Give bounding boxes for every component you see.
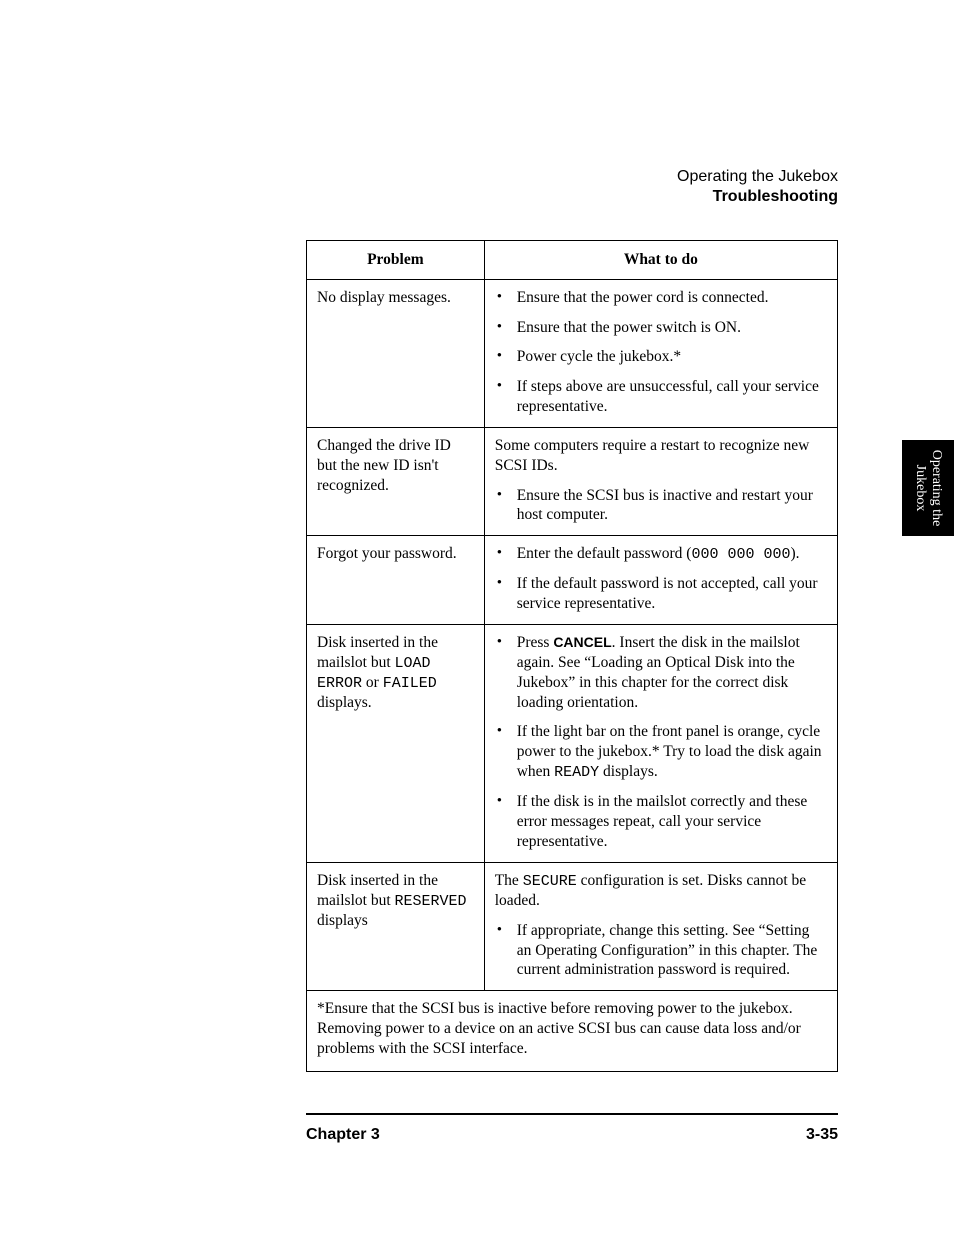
list-item: If the disk is in the mailslot correctly… bbox=[495, 792, 827, 851]
list-item: Ensure that the power cord is connected. bbox=[495, 288, 827, 308]
list-item: Ensure that the power switch is ON. bbox=[495, 318, 827, 338]
action-list: Ensure the SCSI bus is inactive and rest… bbox=[495, 486, 827, 526]
table-row: Disk inserted in the mailslot but RESERV… bbox=[307, 862, 838, 991]
table-row: Forgot your password. Enter the default … bbox=[307, 536, 838, 625]
table-footnote-row: *Ensure that the SCSI bus is inactive be… bbox=[307, 991, 838, 1071]
problem-text: No display messages. bbox=[317, 289, 451, 306]
col-header-action: What to do bbox=[484, 241, 837, 280]
list-item: Power cycle the jukebox.* bbox=[495, 347, 827, 367]
list-item: If appropriate, change this setting. See… bbox=[495, 921, 827, 980]
thumb-tab-line1: Operating the bbox=[929, 450, 944, 527]
footer-rule bbox=[306, 1113, 838, 1115]
problem-cell: No display messages. bbox=[307, 279, 485, 427]
mono-text: RESERVED bbox=[395, 893, 467, 910]
list-item: If the default password is not accepted,… bbox=[495, 574, 827, 614]
ui-key-label: CANCEL bbox=[553, 634, 611, 650]
list-item: If the light bar on the front panel is o… bbox=[495, 722, 827, 782]
footer-page-number: 3-35 bbox=[806, 1126, 838, 1144]
mono-text: SECURE bbox=[523, 873, 577, 890]
troubleshooting-table: Problem What to do No display messages. … bbox=[306, 240, 838, 1072]
list-item: If steps above are unsuccessful, call yo… bbox=[495, 377, 827, 417]
action-intro: The SECURE configuration is set. Disks c… bbox=[495, 871, 827, 911]
problem-text: Changed the drive ID but the new ID isn'… bbox=[317, 437, 451, 494]
list-item: Enter the default password (000 000 000)… bbox=[495, 544, 827, 564]
action-cell: Enter the default password (000 000 000)… bbox=[484, 536, 837, 625]
problem-cell: Changed the drive ID but the new ID isn'… bbox=[307, 427, 485, 535]
header-section: Operating the Jukebox bbox=[677, 168, 838, 186]
mono-text: 000 000 000 bbox=[691, 546, 790, 563]
page-header: Operating the Jukebox Troubleshooting bbox=[677, 168, 838, 206]
action-list: Enter the default password (000 000 000)… bbox=[495, 544, 827, 614]
thumb-tab-text: Operating the Jukebox bbox=[912, 450, 944, 527]
problem-text: Forgot your password. bbox=[317, 545, 457, 562]
page: Operating the Jukebox Troubleshooting Op… bbox=[0, 0, 954, 1235]
problem-cell: Forgot your password. bbox=[307, 536, 485, 625]
thumb-tab: Operating the Jukebox bbox=[902, 440, 954, 536]
action-list: If appropriate, change this setting. See… bbox=[495, 921, 827, 980]
action-cell: Press CANCEL. Insert the disk in the mai… bbox=[484, 625, 837, 863]
action-cell: The SECURE configuration is set. Disks c… bbox=[484, 862, 837, 991]
action-cell: Some computers require a restart to reco… bbox=[484, 427, 837, 535]
action-list: Press CANCEL. Insert the disk in the mai… bbox=[495, 633, 827, 852]
list-item: Press CANCEL. Insert the disk in the mai… bbox=[495, 633, 827, 712]
col-header-problem: Problem bbox=[307, 241, 485, 280]
action-list: Ensure that the power cord is connected.… bbox=[495, 288, 827, 417]
header-subsection: Troubleshooting bbox=[677, 188, 838, 206]
table-row: Disk inserted in the mailslot but LOAD E… bbox=[307, 625, 838, 863]
table-row: No display messages. Ensure that the pow… bbox=[307, 279, 838, 427]
mono-text: FAILED bbox=[383, 675, 437, 692]
table-header-row: Problem What to do bbox=[307, 241, 838, 280]
thumb-tab-line2: Jukebox bbox=[913, 465, 928, 512]
mono-text: READY bbox=[554, 764, 599, 781]
list-item: Ensure the SCSI bus is inactive and rest… bbox=[495, 486, 827, 526]
table-row: Changed the drive ID but the new ID isn'… bbox=[307, 427, 838, 535]
problem-cell: Disk inserted in the mailslot but LOAD E… bbox=[307, 625, 485, 863]
footer-chapter: Chapter 3 bbox=[306, 1126, 380, 1144]
action-cell: Ensure that the power cord is connected.… bbox=[484, 279, 837, 427]
action-intro: Some computers require a restart to reco… bbox=[495, 436, 827, 476]
page-footer: Chapter 3 3-35 bbox=[306, 1126, 838, 1144]
problem-cell: Disk inserted in the mailslot but RESERV… bbox=[307, 862, 485, 991]
table-footnote: *Ensure that the SCSI bus is inactive be… bbox=[307, 991, 838, 1071]
